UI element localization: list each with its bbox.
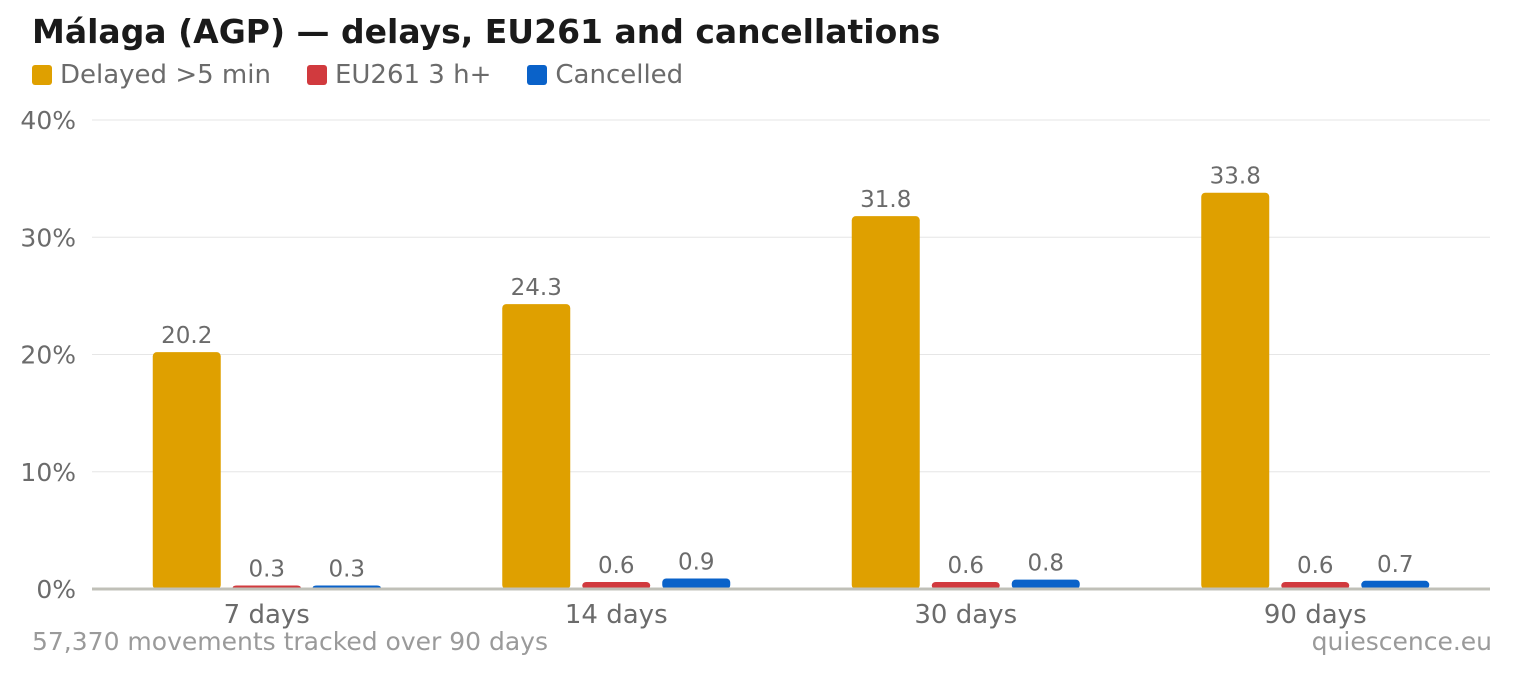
- legend-label-cancelled: Cancelled: [555, 60, 684, 90]
- legend-item-delayed: Delayed >5 min: [32, 60, 271, 90]
- bar: [582, 581, 651, 589]
- legend-swatch-delayed: [32, 65, 52, 85]
- legend-item-eu261: EU261 3 h+: [306, 60, 492, 90]
- x-tick-label: 90 days: [1264, 600, 1367, 630]
- data-label: 24.3: [511, 275, 562, 301]
- bar: [851, 216, 920, 589]
- data-label: 33.8: [1210, 164, 1261, 190]
- bar: [152, 352, 221, 589]
- bar: [1011, 579, 1080, 589]
- bar: [1201, 192, 1270, 589]
- chart-title: Málaga (AGP) — delays, EU261 and cancell…: [32, 12, 941, 51]
- data-label: 0.6: [947, 553, 984, 579]
- y-tick-label: 10%: [20, 458, 76, 487]
- y-tick-label: 30%: [20, 223, 76, 252]
- y-tick-label: 20%: [20, 341, 76, 370]
- data-label: 0.6: [598, 553, 635, 579]
- legend-swatch-cancelled: [527, 65, 548, 85]
- x-tick-label: 7 days: [224, 600, 310, 630]
- legend-item-cancelled: Cancelled: [527, 60, 683, 90]
- legend-swatch-eu261: [306, 65, 327, 85]
- data-label: 0.8: [1027, 551, 1064, 577]
- bar: [931, 581, 1000, 589]
- data-label: 31.8: [860, 187, 911, 213]
- data-label: 0.7: [1377, 552, 1414, 578]
- y-tick-label: 0%: [36, 575, 76, 604]
- y-tick-label: 40%: [20, 106, 76, 135]
- data-label: 0.6: [1297, 553, 1334, 579]
- data-label: 0.9: [678, 549, 715, 575]
- x-tick-label: 14 days: [565, 600, 668, 630]
- data-label: 0.3: [328, 556, 365, 582]
- legend-label-delayed: Delayed >5 min: [60, 60, 271, 90]
- chart-legend: Delayed >5 min EU261 3 h+ Cancelled: [32, 60, 719, 90]
- footer-source: quiescence.eu: [1311, 627, 1492, 656]
- bar: [1281, 581, 1350, 589]
- legend-label-eu261: EU261 3 h+: [334, 60, 492, 90]
- data-label: 20.2: [161, 323, 212, 349]
- data-label: 0.3: [248, 556, 285, 582]
- bar: [1361, 580, 1430, 589]
- footer-note: 57,370 movements tracked over 90 days: [32, 627, 548, 656]
- x-tick-label: 30 days: [914, 600, 1017, 630]
- bar: [502, 304, 571, 589]
- bar: [662, 578, 731, 589]
